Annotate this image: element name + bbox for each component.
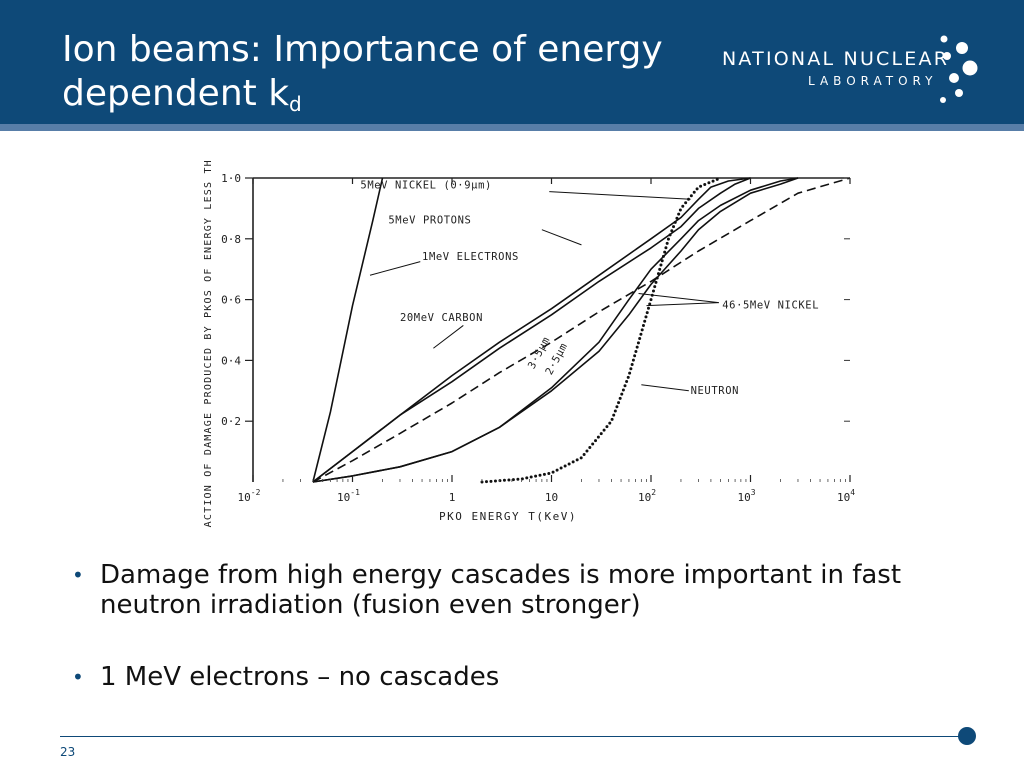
annotation-leader: [541, 229, 582, 246]
header-rule: [0, 124, 1024, 131]
bullet-item: • Damage from high energy cascades is mor…: [72, 560, 902, 620]
x-tick-label: 1: [449, 491, 456, 504]
series-line: [312, 177, 799, 483]
annotation-label: 1MeV ELECTRONS: [422, 251, 519, 263]
national-nuclear-laboratory-logo: NATIONAL NUCLEAR LABORATORY: [722, 34, 1012, 110]
x-tick-label: 102: [638, 488, 656, 504]
x-tick-label: 104: [837, 488, 855, 504]
series-line: [312, 177, 384, 483]
logo-text-laboratory: LABORATORY: [808, 74, 938, 88]
logo-text-national-nuclear: NATIONAL NUCLEAR: [722, 48, 950, 70]
pko-damage-chart: 10-2 10-1 1 10 102 103 104 0·2 0·4 0·6 0·8 1·0 5MeV…: [203, 160, 855, 528]
footer-rule: [60, 736, 966, 737]
series-line: [312, 177, 799, 483]
x-axis-label: PKO ENERGY T(KeV): [439, 510, 577, 523]
x-tick-exponent: 3: [751, 488, 756, 497]
series-line: [312, 177, 751, 483]
annotation-leader: [641, 384, 689, 392]
logo-dots-icon: [940, 35, 978, 103]
annotation-leader: [369, 261, 421, 276]
x-tick-exponent: 2: [651, 488, 656, 497]
x-tick-label: 10-2: [238, 488, 261, 504]
page-number: 23: [60, 745, 76, 759]
annotation-label: 5MeV NICKEL (0·9µm): [360, 180, 492, 192]
bullet-dot-icon: •: [72, 563, 84, 587]
annotation-label: 20MeV CARBON: [400, 312, 483, 324]
slide-title: Ion beams: Importance of energy dependen…: [62, 29, 663, 116]
annotation-leader: [433, 325, 464, 349]
annotation-label: 46·5MeV NICKEL: [722, 300, 819, 312]
series-line: [312, 177, 851, 483]
y-tick-label: 1·0: [221, 172, 241, 185]
title-subscript: d: [289, 92, 302, 116]
bullet-dot-icon: •: [72, 665, 84, 689]
x-tick-label: 10: [545, 491, 558, 504]
y-tick-label: 0·4: [221, 354, 241, 367]
annotation-leader: [638, 293, 719, 304]
bullet-item: • 1 MeV electrons – no cascades: [72, 662, 500, 692]
annotation-leader: [549, 191, 691, 200]
slide-header: Ion beams: Importance of energy dependen…: [0, 0, 1024, 124]
bullet-list: • Damage from high energy cascades is mor…: [72, 560, 952, 734]
x-tick-exponent: -1: [350, 488, 360, 497]
y-tick-label: 0·2: [221, 415, 241, 428]
annotation-label: NEUTRON: [691, 385, 739, 397]
footer-dot-icon: [958, 727, 976, 745]
y-tick-label: 0·8: [221, 233, 241, 246]
annotation-label: 5MeV PROTONS: [388, 215, 471, 227]
x-tick-exponent: -2: [251, 488, 261, 497]
x-tick-exponent: 4: [850, 488, 855, 497]
y-axis-label: FRACTION OF DAMAGE PRODUCED BY PKOS OF E…: [203, 160, 214, 528]
annotation-leader: [646, 302, 719, 307]
x-tick-label: 10-1: [337, 488, 360, 504]
x-tick-label: 103: [737, 488, 755, 504]
y-tick-label: 0·6: [221, 294, 241, 307]
